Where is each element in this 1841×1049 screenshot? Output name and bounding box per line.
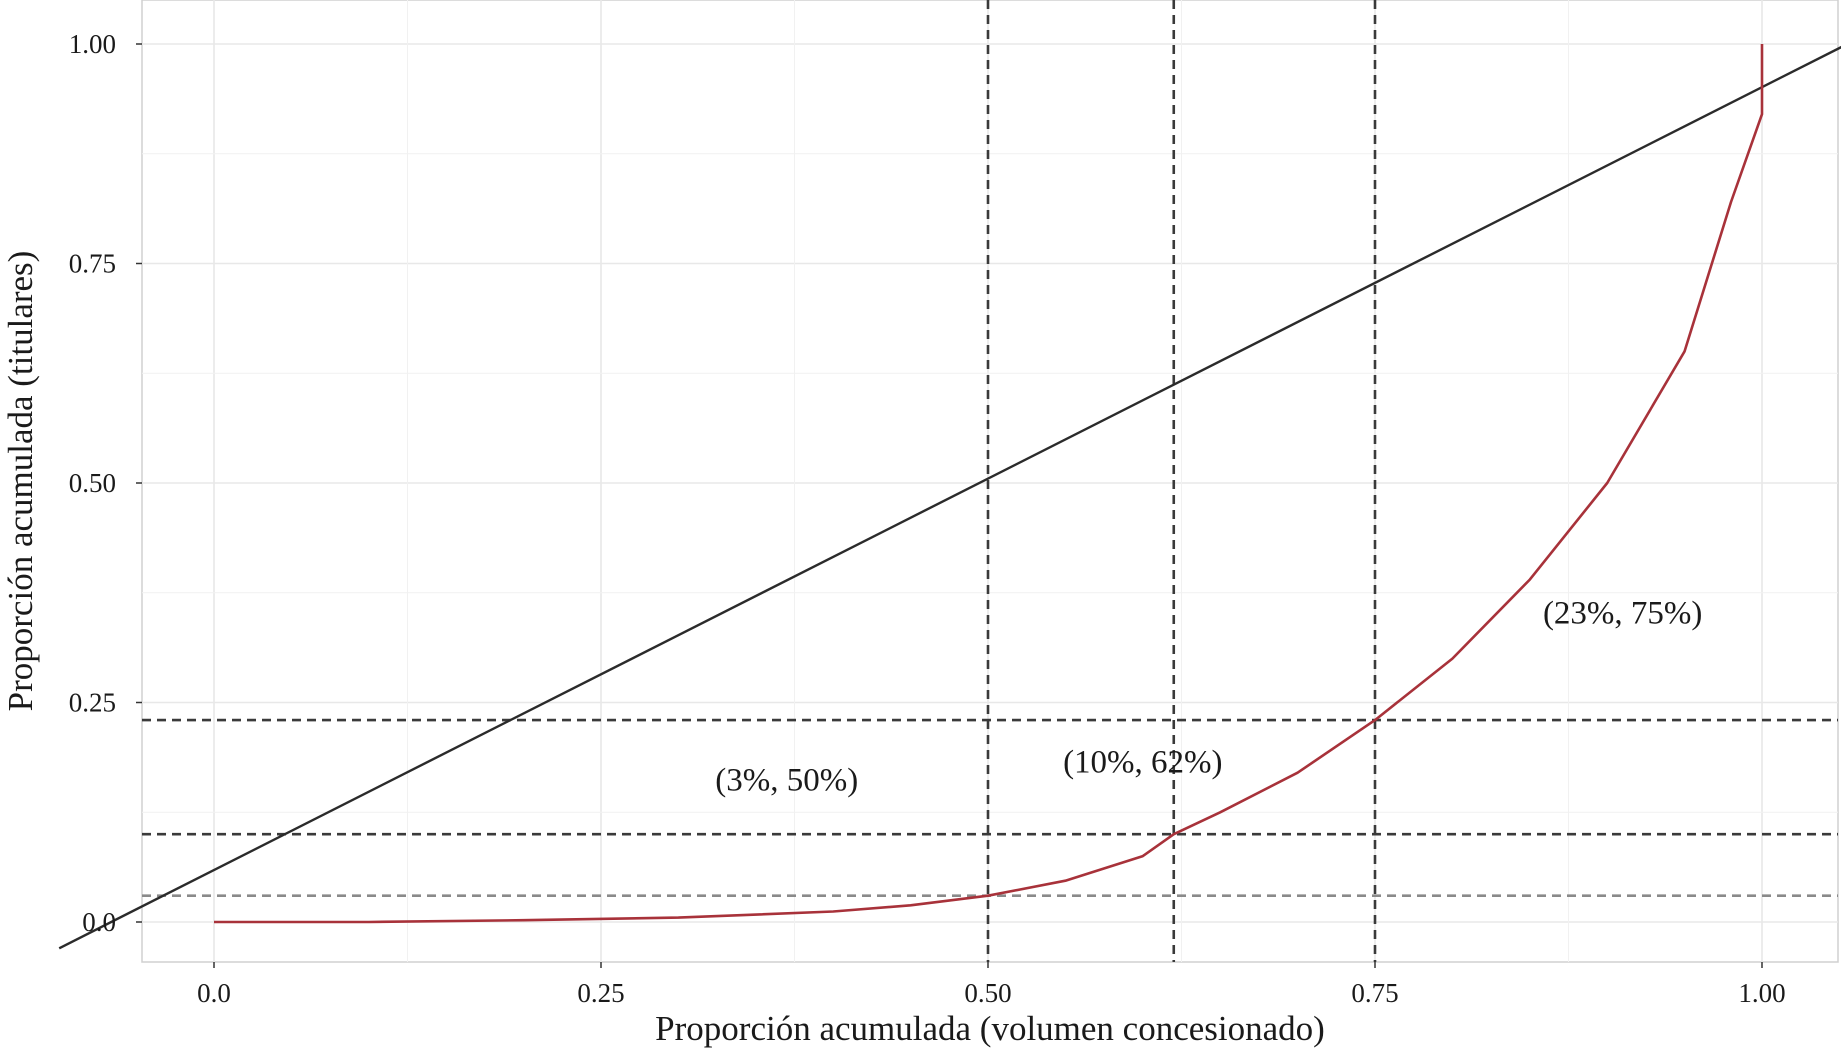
annotation-label: (3%, 50%) — [715, 762, 858, 798]
series-layer — [58, 44, 1841, 950]
equality-line — [58, 45, 1841, 950]
y-tick-label: 0.0 — [82, 907, 116, 937]
grid-lines — [141, 0, 1839, 963]
x-tick-label: 0.0 — [197, 978, 231, 1008]
x-axis-ticks: 0.0 0.25 0.50 0.75 1.00 — [197, 962, 1786, 1008]
x-tick-label: 0.50 — [964, 978, 1011, 1008]
y-tick-label: 0.50 — [69, 468, 116, 498]
annotation-label: (23%, 75%) — [1543, 595, 1702, 631]
x-tick-label: 0.25 — [577, 978, 624, 1008]
x-tick-label: 0.75 — [1351, 978, 1398, 1008]
y-tick-label: 1.00 — [69, 29, 116, 59]
lorenz-line — [214, 44, 1764, 924]
y-axis-ticks: 0.0 0.25 0.50 0.75 1.00 — [69, 29, 142, 937]
annotations: (3%, 50%) (10%, 62%) (23%, 75%) — [715, 595, 1702, 798]
y-axis-title: Proporción acumulada (titulares) — [1, 251, 40, 712]
y-tick-label: 0.25 — [69, 688, 116, 718]
plot-panel — [141, 0, 1839, 963]
annotation-label: (10%, 62%) — [1063, 745, 1222, 781]
x-tick-label: 1.00 — [1738, 978, 1785, 1008]
x-axis-title: Proporción acumulada (volumen concesiona… — [655, 1009, 1325, 1048]
y-tick-label: 0.75 — [69, 249, 116, 279]
